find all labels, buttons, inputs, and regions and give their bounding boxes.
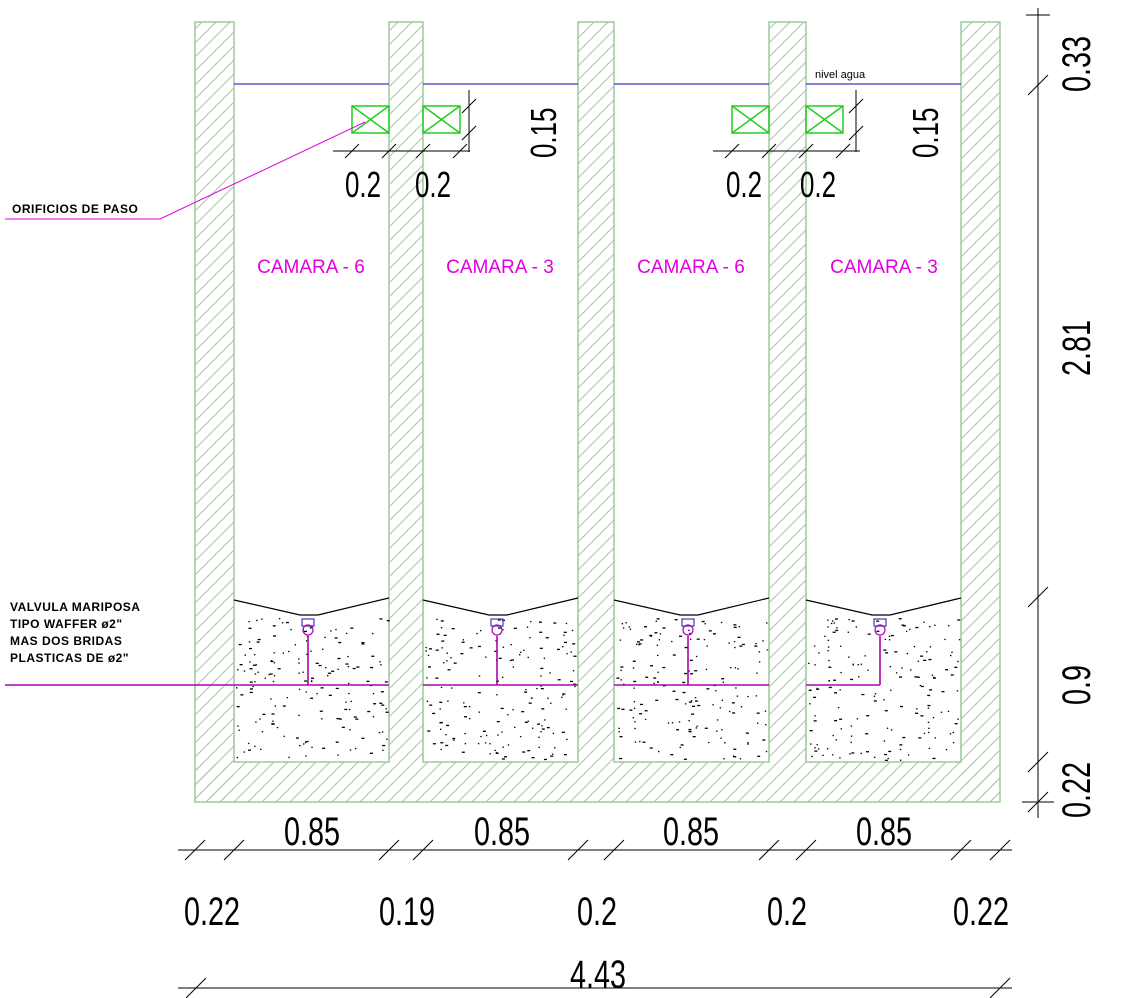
orifice-width: 0.2 <box>726 165 762 205</box>
valve-icon <box>301 618 887 636</box>
dim-label: 0.9 <box>1054 665 1099 705</box>
bottom-dimensions <box>178 839 1012 998</box>
chamber-label: CAMARA - 3 <box>446 257 554 278</box>
chamber-label: CAMARA - 6 <box>637 257 745 278</box>
orifice-height-right: 0.15 <box>906 108 946 158</box>
gravel-texture <box>236 618 961 761</box>
orifice-box <box>731 105 770 134</box>
orifice-width: 0.2 <box>345 165 381 205</box>
dim-label: 0.22 <box>953 889 1009 934</box>
right-dim-labels: 0.33 2.81 0.9 0.22 <box>1054 36 1099 818</box>
chamber-label: CAMARA - 6 <box>257 257 365 278</box>
valve-note-line: PLASTICAS DE ø2" <box>10 651 129 665</box>
orifices-note: ORIFICIOS DE PASO <box>12 202 138 216</box>
orifice-box <box>805 105 844 134</box>
chamber-labels: CAMARA - 6 CAMARA - 3 CAMARA - 6 CAMARA … <box>257 257 938 278</box>
dim-label: 0.85 <box>663 809 719 854</box>
total-width-label: 4.43 <box>570 952 626 997</box>
orifice-box <box>422 105 461 134</box>
water-level: nivel agua <box>234 69 961 85</box>
dim-label: 0.85 <box>856 809 912 854</box>
right-dimensions <box>1022 8 1054 818</box>
orifice-box <box>351 105 390 134</box>
orifice-dims <box>333 90 864 159</box>
dim-label: 0.2 <box>577 889 617 934</box>
tank-walls <box>194 21 1001 803</box>
valve-note-line: VALVULA MARIPOSA <box>10 600 140 614</box>
dim-label: 0.22 <box>1054 762 1099 818</box>
bottom-dim-labels: 0.85 0.85 0.85 0.85 0.22 0.19 0.2 0.2 0.… <box>184 809 1009 997</box>
orifice-width: 0.2 <box>415 165 451 205</box>
chamber-label: CAMARA - 3 <box>830 257 938 278</box>
dim-label: 0.85 <box>474 809 530 854</box>
valve-note-line: MAS DOS BRIDAS <box>10 634 122 648</box>
filter-beds <box>233 597 962 762</box>
water-level-label: nivel agua <box>815 69 866 81</box>
dim-label: 0.2 <box>767 889 807 934</box>
drain-pipes <box>5 618 887 686</box>
orifice-height-left: 0.15 <box>524 108 564 158</box>
dim-label: 0.85 <box>284 809 340 854</box>
orifice-width: 0.2 <box>800 165 836 205</box>
dim-label: 2.81 <box>1054 320 1099 376</box>
dim-label: 0.22 <box>184 889 240 934</box>
orifices <box>351 105 844 134</box>
dim-label: 0.33 <box>1054 36 1099 92</box>
orifice-dim-labels: 0.15 0.15 0.2 0.2 0.2 0.2 <box>345 108 946 205</box>
dim-label: 0.19 <box>379 889 435 934</box>
valve-callout: VALVULA MARIPOSA TIPO WAFFER ø2" MAS DOS… <box>10 600 140 665</box>
valve-note-line: TIPO WAFFER ø2" <box>10 617 123 631</box>
orifices-callout: ORIFICIOS DE PASO <box>5 121 366 220</box>
